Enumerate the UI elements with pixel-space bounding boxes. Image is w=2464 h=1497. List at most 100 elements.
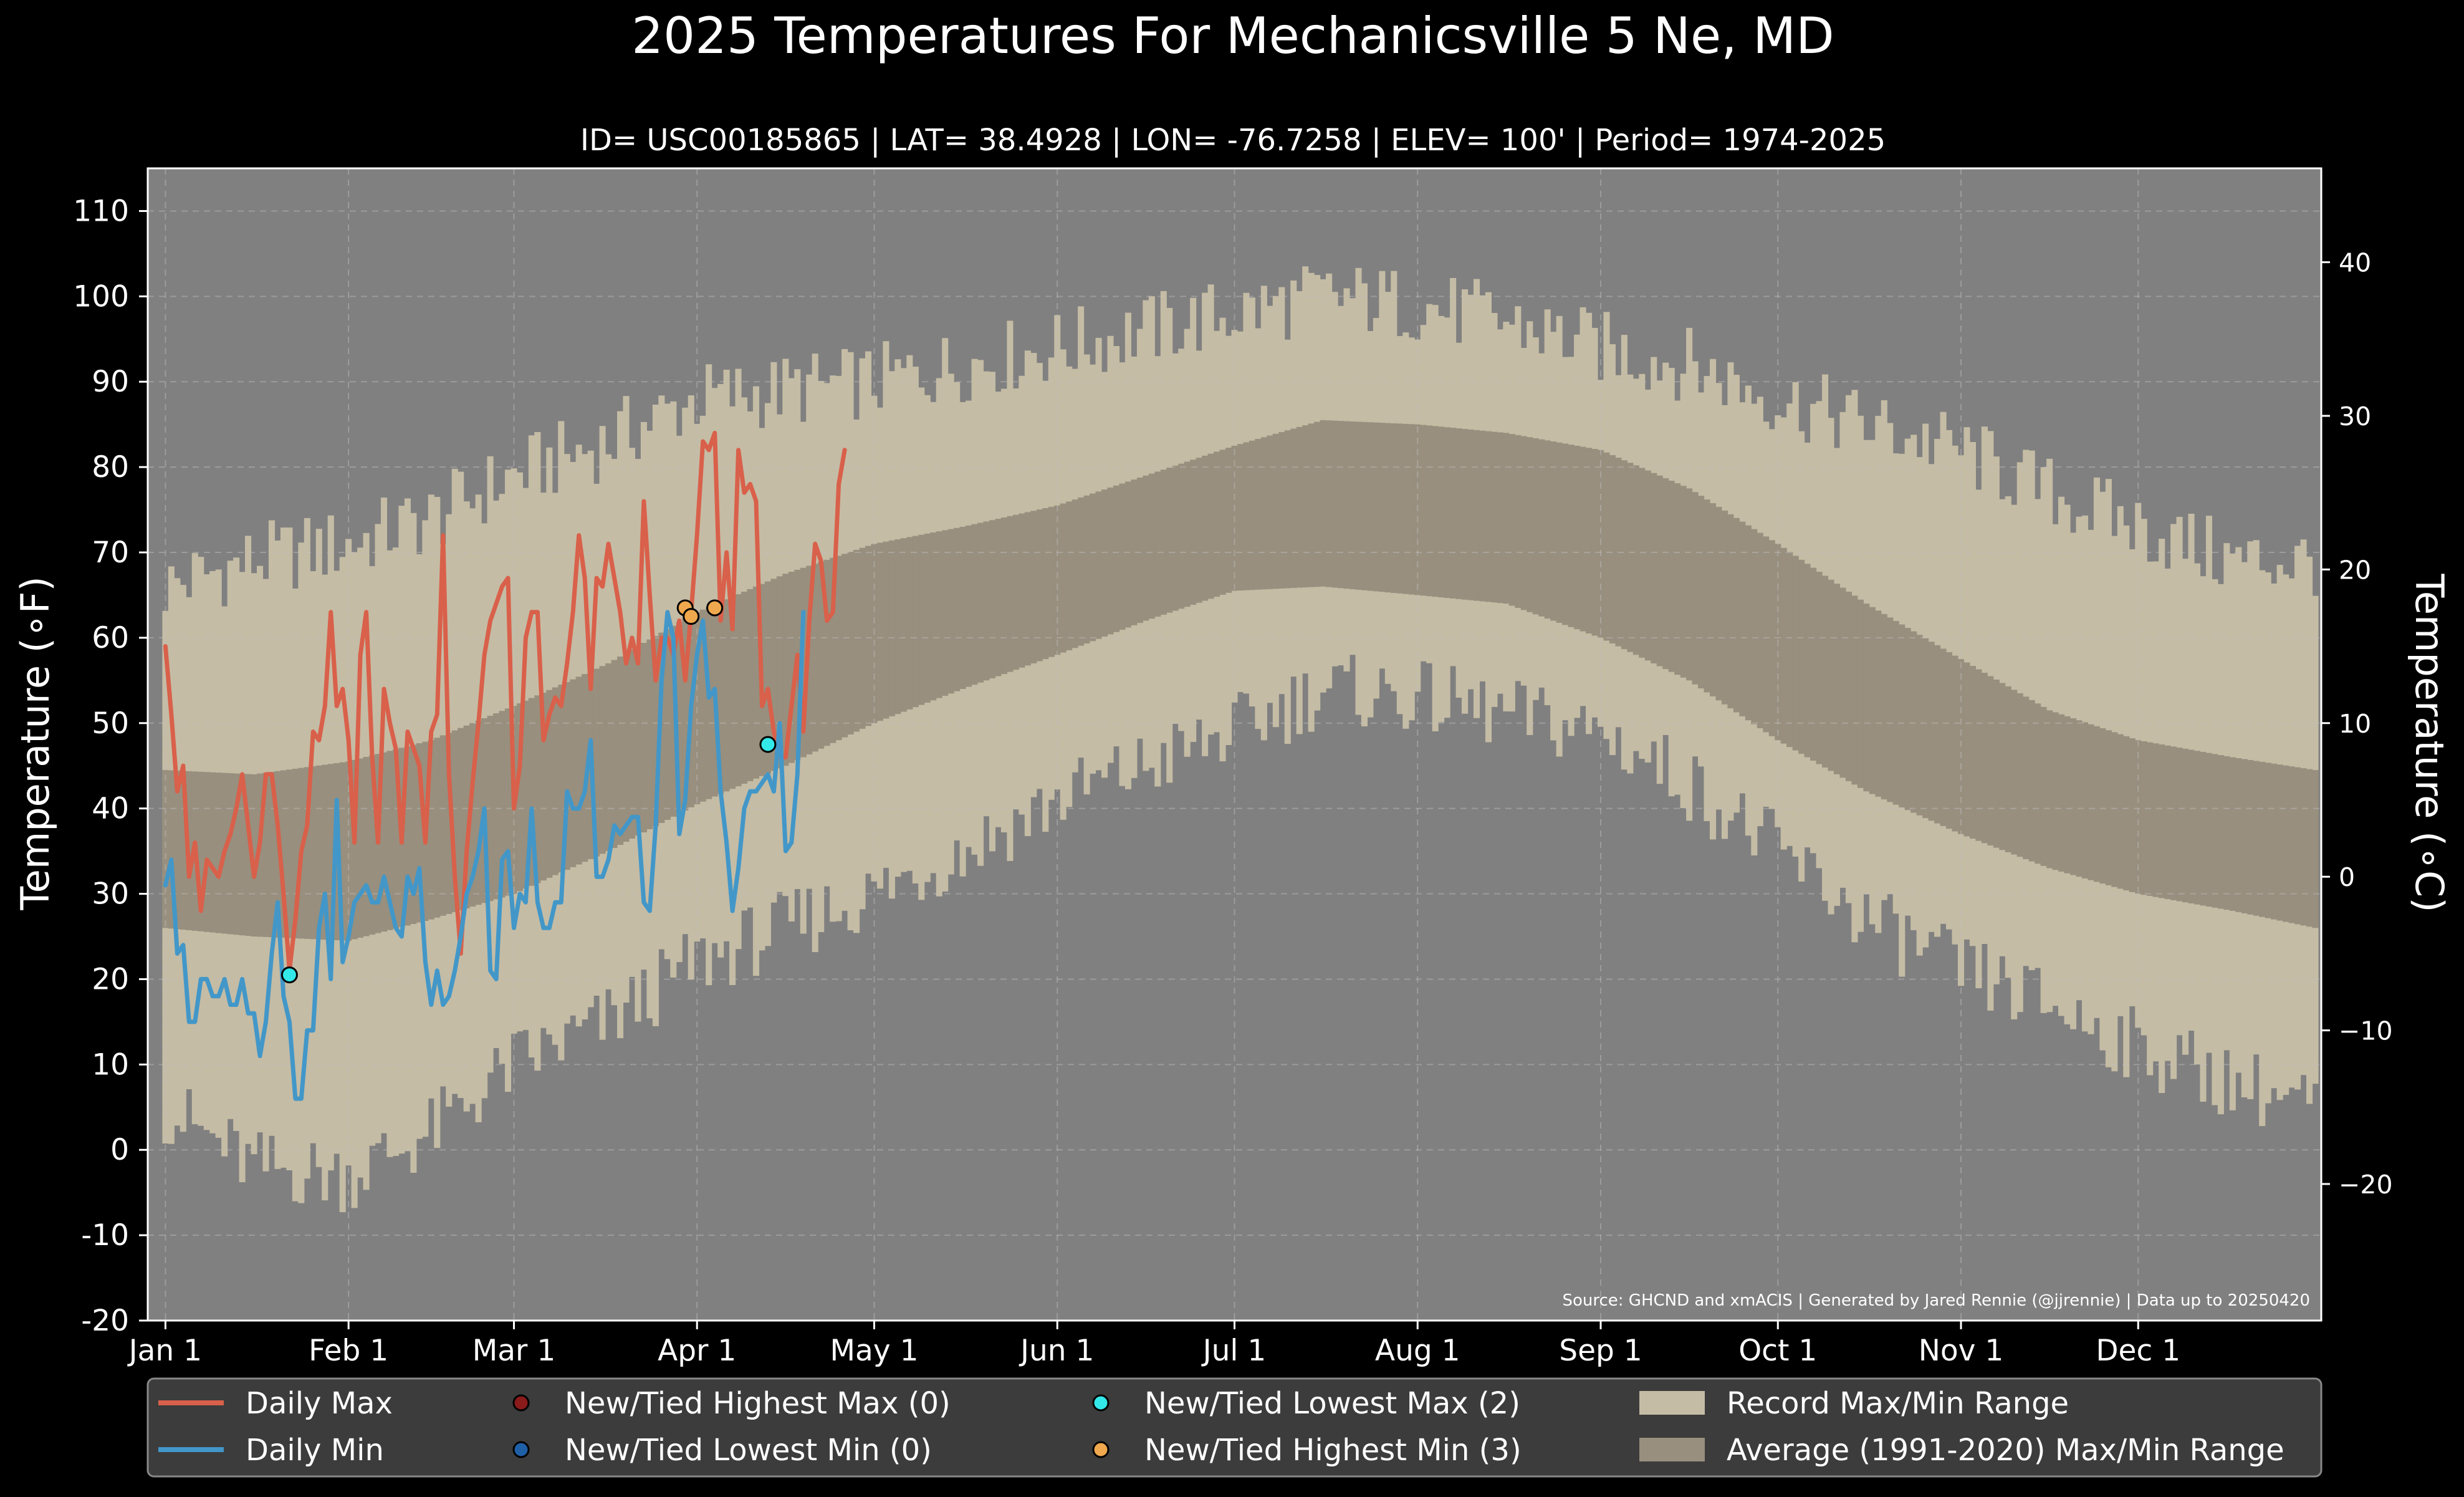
normal-range-bar xyxy=(2152,743,2159,897)
normal-range-bar xyxy=(369,755,376,935)
normal-range-bar xyxy=(339,762,346,941)
normal-range-bar xyxy=(1078,497,1085,646)
normal-range-bar xyxy=(1420,425,1427,596)
normal-range-bar xyxy=(516,703,523,892)
normal-range-bar xyxy=(1367,422,1374,591)
normal-range-bar xyxy=(2035,703,2041,864)
legend-label: New/Tied Lowest Min (0) xyxy=(565,1433,932,1468)
highest-min-record-marker xyxy=(683,608,700,625)
x-tick-label: Sep 1 xyxy=(1559,1334,1642,1368)
y-axis-right-label: Temperature (∘C) xyxy=(2407,574,2452,913)
normal-range-bar xyxy=(912,536,919,708)
normal-range-bar xyxy=(2011,690,2018,855)
normal-range-bar xyxy=(162,770,169,928)
normal-range-bar xyxy=(830,557,837,743)
normal-range-bar xyxy=(1792,556,1799,751)
normal-range-bar xyxy=(1798,559,1805,754)
normal-range-bar xyxy=(936,531,942,698)
normal-range-bar xyxy=(1839,587,1846,778)
normal-range-bar xyxy=(876,542,884,721)
normal-range-bar xyxy=(1562,443,1569,625)
normal-range-bar xyxy=(1396,423,1403,594)
normal-range-bar xyxy=(534,695,541,883)
normal-range-bar xyxy=(599,666,606,854)
normal-range-bar xyxy=(1331,420,1338,588)
normal-range-bar xyxy=(924,533,931,703)
normal-range-bar xyxy=(1745,525,1752,721)
legend-label: Daily Min xyxy=(246,1433,384,1468)
normal-range-bar xyxy=(1444,427,1450,599)
y-tick-label: 20 xyxy=(92,962,129,996)
daily-max-line xyxy=(163,430,847,973)
normal-range-bar xyxy=(2093,726,2100,882)
normal-range-bar xyxy=(1698,496,1705,689)
normal-range-bar xyxy=(1184,461,1191,607)
normal-range-bar xyxy=(1580,446,1586,632)
normal-range-bar xyxy=(2170,746,2177,900)
legend-label: New/Tied Highest Max (0) xyxy=(565,1386,951,1421)
normal-range-bar xyxy=(1260,437,1267,590)
x-tick-label: May 1 xyxy=(830,1334,918,1368)
normal-range-bar xyxy=(1786,552,1793,748)
normal-range-bar xyxy=(853,549,860,732)
normal-range-bar xyxy=(1432,426,1439,597)
normal-range-bar xyxy=(1202,455,1209,601)
normal-range-bar xyxy=(327,764,334,940)
normal-range-bar xyxy=(2312,770,2319,928)
normal-range-bar xyxy=(788,572,795,763)
normal-range-bar xyxy=(582,674,588,862)
normal-range-bar xyxy=(262,773,269,937)
normal-range-bar xyxy=(2241,759,2248,913)
normal-range-bar xyxy=(1054,505,1061,655)
normal-range-bar xyxy=(1969,666,1976,839)
normal-range-bar xyxy=(2265,763,2271,918)
normal-range-bar xyxy=(2182,748,2189,903)
normal-range-bar xyxy=(735,594,742,787)
normal-range-bar xyxy=(1391,423,1397,594)
normal-range-bar xyxy=(1426,425,1433,597)
normal-range-bar xyxy=(1857,599,1864,788)
normal-range-bar xyxy=(1957,659,1965,834)
normal-range-bar xyxy=(1627,463,1634,652)
normal-range-bar xyxy=(2235,758,2242,912)
normal-range-bar xyxy=(410,744,417,924)
normal-range-bar xyxy=(469,723,476,907)
y-right-tick-label: 20 xyxy=(2339,555,2371,585)
legend-box xyxy=(146,1377,2323,1478)
normal-range-bar xyxy=(2229,757,2236,911)
normal-range-bar xyxy=(1515,435,1522,608)
y-tick-label: 70 xyxy=(92,536,129,570)
normal-range-bar xyxy=(1296,426,1303,588)
normal-range-bar xyxy=(1851,595,1858,785)
normal-range-bar xyxy=(1373,422,1379,592)
normal-range-bar xyxy=(428,740,434,920)
normal-range-bar xyxy=(2247,759,2254,915)
normal-range-bar xyxy=(1615,458,1622,647)
normal-range-bar xyxy=(2188,749,2195,903)
normal-range-bar xyxy=(1143,475,1149,621)
normal-range-bar xyxy=(2123,736,2130,891)
normal-range-bar xyxy=(2111,732,2118,887)
normal-range-bar xyxy=(2005,686,2011,852)
normal-range-bar xyxy=(2217,755,2224,909)
normal-range-bar xyxy=(1804,564,1811,758)
chart-legend: Daily Max Daily Min New/Tied Highest Max (… xyxy=(146,1377,2323,1478)
normal-range-bar xyxy=(670,625,677,817)
normal-range-bar xyxy=(2076,720,2083,877)
normal-range-bar xyxy=(823,559,830,746)
normal-range-bar xyxy=(1993,679,2000,848)
normal-range-bar xyxy=(1538,439,1545,617)
normal-range-bar xyxy=(1727,514,1734,709)
normal-range-bar xyxy=(1450,428,1457,599)
y-tick-label: 50 xyxy=(92,706,129,741)
normal-range-bar xyxy=(1704,499,1710,693)
normal-range-bar xyxy=(2052,712,2059,870)
normal-range-bar xyxy=(1302,425,1309,588)
normal-range-bar xyxy=(1007,516,1014,672)
normal-range-bar xyxy=(894,539,901,715)
normal-range-bar xyxy=(251,774,257,936)
normal-range-bar xyxy=(989,520,996,678)
normal-range-bar xyxy=(1639,468,1646,658)
normal-range-bar xyxy=(363,757,370,936)
normal-range-bar xyxy=(1355,421,1362,590)
